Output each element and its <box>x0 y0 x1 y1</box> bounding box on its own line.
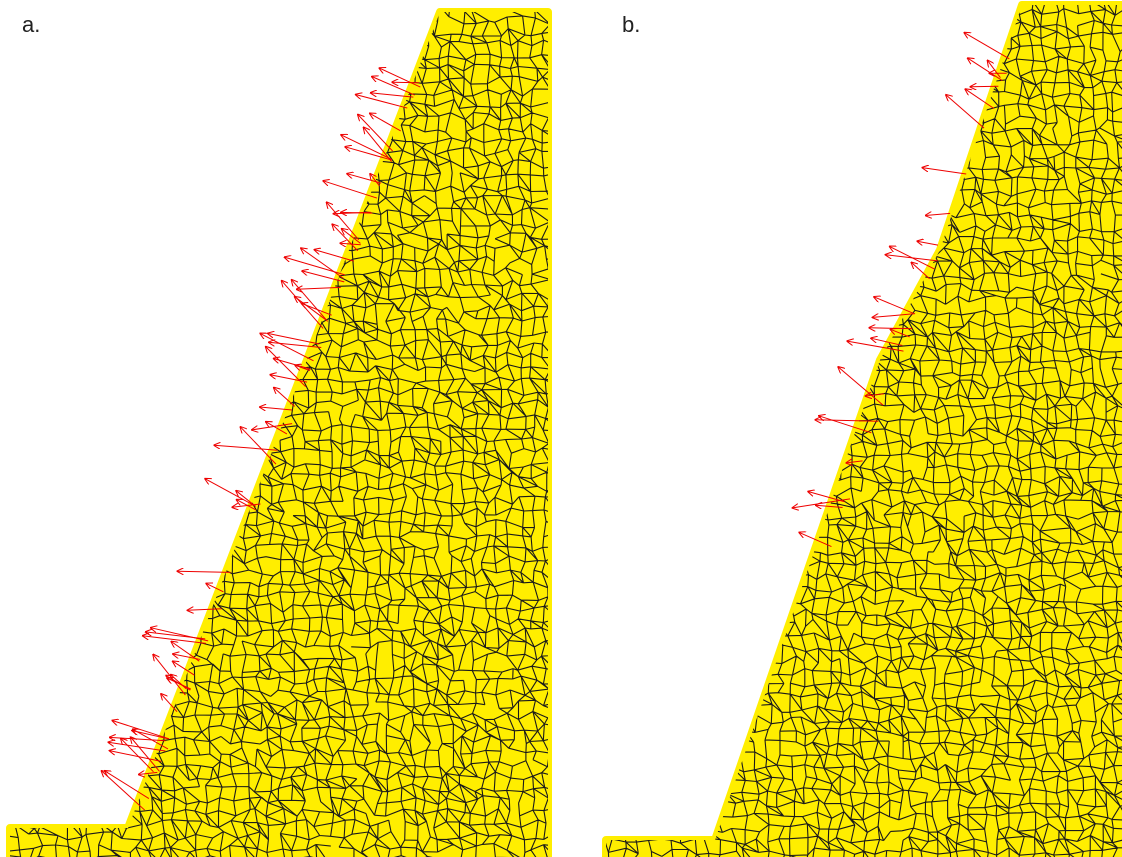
displacement-arrow <box>292 280 328 322</box>
panel-a <box>2 4 563 857</box>
displacement-arrow <box>121 738 154 771</box>
displacement-arrow <box>922 168 966 174</box>
displacement-arrow <box>301 248 344 278</box>
displacement-arrow <box>282 281 324 329</box>
panel-label: b. <box>622 12 640 37</box>
displacement-arrow <box>327 202 359 240</box>
displacement-arrow <box>970 86 998 87</box>
displacement-arrow <box>214 445 277 450</box>
displacement-arrow <box>205 479 255 506</box>
panel-b <box>596 0 1122 857</box>
displacement-arrow <box>110 737 166 740</box>
panel-label: a. <box>22 12 40 37</box>
displacement-arrow <box>890 246 935 269</box>
displacement-arrow <box>926 213 951 215</box>
displacement-arrow <box>356 95 408 109</box>
displacement-arrow <box>946 95 984 128</box>
displacement-arrow <box>112 721 169 739</box>
displacement-arrow <box>153 654 185 695</box>
displacement-arrow <box>392 82 419 83</box>
displacement-arrow <box>964 33 1009 59</box>
displacement-arrow <box>295 297 327 321</box>
figure: a. b. <box>0 0 1122 857</box>
displacement-arrow <box>917 241 938 245</box>
displacement-arrow <box>284 257 344 275</box>
